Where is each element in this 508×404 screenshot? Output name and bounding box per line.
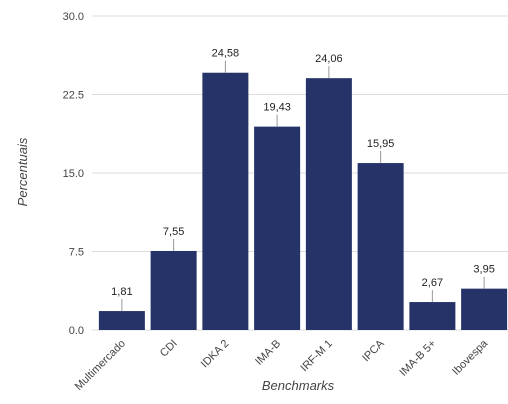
y-axis-title: Percentuais <box>15 137 30 206</box>
bars <box>98 72 508 331</box>
data-label: 2,67 <box>422 277 443 289</box>
data-label: 24,58 <box>212 48 240 60</box>
data-label: 1,81 <box>111 286 132 298</box>
data-label: 15,95 <box>367 138 395 150</box>
x-tick-label: Ibovespa <box>450 337 491 378</box>
x-tick-label: IPCA <box>360 337 387 364</box>
y-tick-label: 22.5 <box>63 90 84 102</box>
x-tick-label: IMA-B <box>253 338 283 368</box>
bar <box>461 288 508 330</box>
y-axis-ticks: 0.0 7.5 15.0 22.5 30.0 <box>63 11 84 337</box>
y-tick-label: 0.0 <box>69 325 84 337</box>
data-label-leaders <box>121 60 485 312</box>
data-label: 24,06 <box>315 53 343 65</box>
data-label: 7,55 <box>163 226 184 238</box>
x-tick-label: IDKA 2 <box>199 338 232 371</box>
bar <box>254 126 301 331</box>
x-tick-label: CDI <box>158 338 180 360</box>
x-axis-title: Benchmarks <box>262 378 335 393</box>
x-tick-label: IRF-M 1 <box>298 338 335 375</box>
y-tick-label: 30.0 <box>63 11 84 23</box>
bar <box>305 78 352 330</box>
data-label: 3,95 <box>473 264 494 276</box>
bar <box>202 72 249 330</box>
x-tick-label: IMA-B 5+ <box>397 338 438 379</box>
bar <box>150 250 197 330</box>
data-label: 19,43 <box>263 102 291 114</box>
bar <box>98 311 145 330</box>
x-tick-label: Multimercado <box>73 338 128 393</box>
bar <box>357 163 404 330</box>
bar <box>409 302 456 330</box>
data-labels: 1,81 7,55 24,58 19,43 24,06 15,95 2,67 3,95 <box>111 48 495 298</box>
y-tick-label: 7.5 <box>69 247 84 259</box>
y-tick-label: 15.0 <box>63 168 84 180</box>
